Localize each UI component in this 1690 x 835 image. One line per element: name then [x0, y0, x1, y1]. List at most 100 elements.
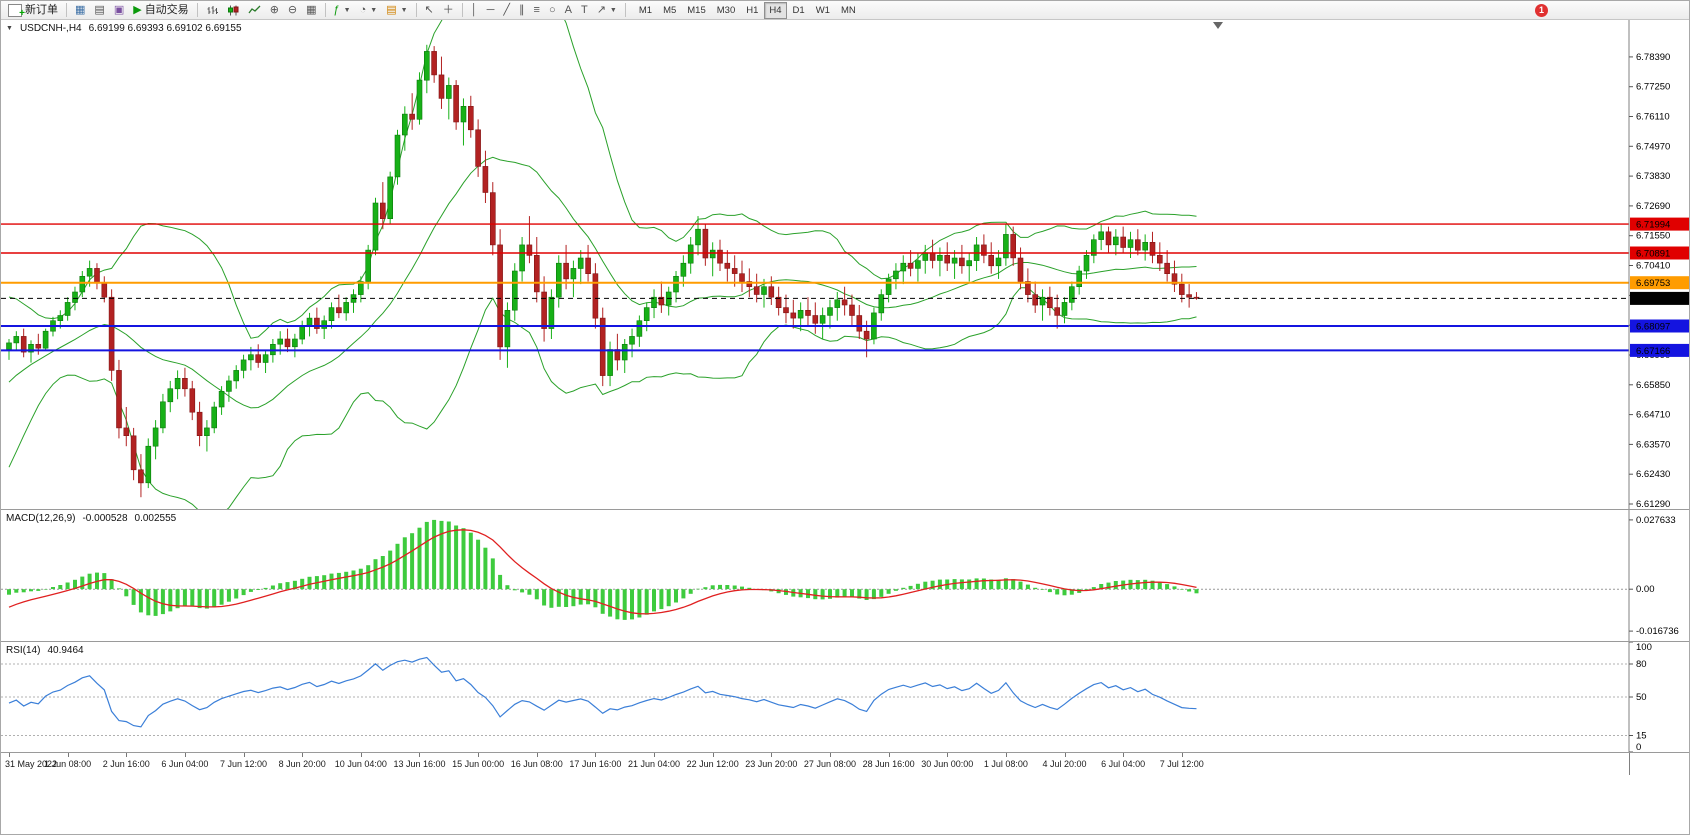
time-label: 22 Jun 12:00 [686, 759, 739, 769]
rsi-panel[interactable]: 100 80 50 15 0 RSI(14) 40.9464 [1, 642, 1689, 752]
time-label: 10 Jun 04:00 [334, 759, 387, 769]
toolbar-separator [461, 3, 463, 17]
new-order-button[interactable]: 新订单 [4, 2, 62, 21]
main-chart-panel[interactable]: 6.78390 6.77250 6.76110 6.74970 6.73830 6.726… [1, 20, 1689, 509]
line-chart-icon [248, 5, 261, 13]
auto-trading-icon: ▶ [133, 3, 142, 16]
macd-panel[interactable]: 0.027633 0.00 -0.016736 MACD(12,26,9) -0.0… [1, 510, 1689, 641]
templates-icon: ▤ [386, 3, 397, 16]
trendline-icon: ╱ [503, 3, 511, 16]
arrow-icon: ↗ [596, 3, 606, 16]
time-tick [1123, 753, 1125, 757]
time-tick [595, 753, 597, 757]
price-badge-label: 6.71994 [1636, 220, 1670, 231]
price-badge-label: 6.69155 [1636, 294, 1670, 305]
chart-shift-marker[interactable] [1213, 22, 1223, 29]
time-axis[interactable]: 31 May 2022 1 Jun 08:00 2 Jun 16:00 6 Jun 0… [1, 753, 1689, 775]
new-order-icon [8, 3, 25, 21]
rsi-line [8, 656, 1197, 728]
panel-separator[interactable] [1, 509, 1689, 510]
auto-trading-label: 自动交易 [144, 3, 189, 16]
price-tick-label: 6.77250 [1636, 82, 1670, 93]
timeframe-m15-button[interactable]: M15 [682, 2, 710, 19]
price-badge-label: 6.69753 [1636, 278, 1670, 289]
vertical-line-icon: │ [470, 3, 478, 16]
price-tick-label: 6.61290 [1636, 499, 1670, 509]
zoom-out-button[interactable]: ⊖ [284, 2, 301, 19]
vertical-line-button[interactable]: │ [467, 2, 482, 19]
line-chart-type-button[interactable] [244, 2, 265, 19]
data-window-button[interactable]: ▣ [110, 2, 128, 19]
price-badge [1630, 343, 1689, 357]
text-label-button[interactable]: T [577, 2, 592, 19]
shapes-button[interactable]: ○ [545, 2, 560, 19]
time-label: 1 Jul 08:00 [983, 759, 1028, 769]
cursor-button[interactable]: ↖ [421, 2, 438, 19]
macd-signal-line [8, 529, 1197, 615]
horizontal-line-icon: ─ [486, 3, 495, 16]
bottom-space [1, 775, 1689, 834]
periods-button[interactable]: ◔ ▼ [356, 2, 382, 19]
price-tick-label: 6.76110 [1636, 112, 1670, 123]
timeframe-w1-button[interactable]: W1 [811, 2, 835, 19]
time-label: 27 Jun 08:00 [803, 759, 856, 769]
panel-separator[interactable] [1, 752, 1689, 753]
price-tick-label: 6.70410 [1636, 261, 1670, 272]
channel-button[interactable]: ∥ [515, 2, 529, 19]
new-order-label: 新订单 [25, 3, 58, 16]
time-tick [1005, 753, 1007, 757]
arrows-button[interactable]: ↗ ▼ [593, 2, 621, 19]
text-button[interactable]: A [561, 2, 576, 19]
fibonacci-icon: ≡ [533, 3, 540, 16]
chevron-down-icon: ▼ [343, 6, 351, 14]
indicators-button[interactable]: ƒ ▼ [330, 2, 355, 19]
trendline-button[interactable]: ╱ [499, 2, 514, 19]
zoom-in-button[interactable]: ⊕ [266, 2, 283, 19]
time-label: 30 Jun 00:00 [921, 759, 974, 769]
channel-icon: ∥ [519, 3, 525, 16]
charts-grid-button[interactable]: ▦ [71, 2, 89, 19]
price-badge [1630, 246, 1689, 260]
collapse-indicator-icon[interactable]: ▼ [6, 25, 13, 32]
time-label: 31 May 2022 [5, 759, 58, 769]
time-label: 28 Jun 16:00 [862, 759, 915, 769]
notification-badge[interactable]: 1 [1535, 3, 1548, 17]
candlestick-chart-type-button[interactable] [223, 2, 243, 19]
auto-trading-button[interactable]: ▶ 自动交易 [129, 2, 192, 19]
timeframe-m30-button[interactable]: M30 [712, 2, 740, 19]
time-label: 7 Jun 12:00 [220, 759, 268, 769]
rsi-axis-label: 50 [1636, 692, 1647, 703]
tile-windows-button[interactable]: ▦ [302, 2, 320, 19]
timeframe-mn-button[interactable]: MN [836, 2, 861, 19]
time-tick [478, 753, 480, 757]
time-label: 1 Jun 08:00 [44, 759, 92, 769]
timeframe-h4-button[interactable]: H4 [764, 1, 787, 19]
time-tick [536, 753, 538, 757]
bar-chart-type-button[interactable] [202, 2, 222, 19]
time-tick [947, 753, 949, 757]
timeframe-h1-button[interactable]: H1 [741, 2, 763, 19]
time-label: 15 Jun 00:00 [452, 759, 505, 769]
timeframe-d1-button[interactable]: D1 [788, 2, 810, 19]
horizontal-line-button[interactable]: ─ [483, 2, 499, 19]
macd-axis-label: -0.016736 [1636, 626, 1679, 637]
time-tick [712, 753, 714, 757]
time-tick [1064, 753, 1066, 757]
time-label: 21 Jun 04:00 [628, 759, 681, 769]
fibonacci-button[interactable]: ≡ [530, 2, 544, 19]
price-badge [1630, 291, 1689, 305]
profiles-button[interactable]: ▤ [90, 2, 108, 19]
time-tick [302, 753, 304, 757]
toolbar-separator [66, 3, 67, 17]
timeframe-m5-button[interactable]: M5 [658, 2, 681, 19]
time-label: 6 Jul 04:00 [1101, 759, 1146, 769]
timeframe-m1-button[interactable]: M1 [634, 2, 657, 19]
crosshair-button[interactable]: ＋ [439, 2, 458, 19]
price-tick-label: 6.73830 [1636, 171, 1670, 182]
time-label: 6 Jun 04:00 [161, 759, 209, 769]
panel-separator[interactable] [1, 641, 1689, 642]
rsi-axis-label: 100 [1636, 642, 1652, 653]
time-label: 23 Jun 20:00 [745, 759, 798, 769]
templates-button[interactable]: ▤ ▼ [382, 2, 411, 19]
rsi-axis-label: 80 [1636, 659, 1647, 670]
